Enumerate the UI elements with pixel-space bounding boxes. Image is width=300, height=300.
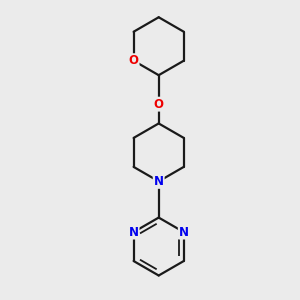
Text: O: O xyxy=(129,54,139,67)
Text: O: O xyxy=(154,98,164,111)
Text: N: N xyxy=(129,226,139,238)
Text: N: N xyxy=(179,226,189,238)
Text: N: N xyxy=(154,175,164,188)
